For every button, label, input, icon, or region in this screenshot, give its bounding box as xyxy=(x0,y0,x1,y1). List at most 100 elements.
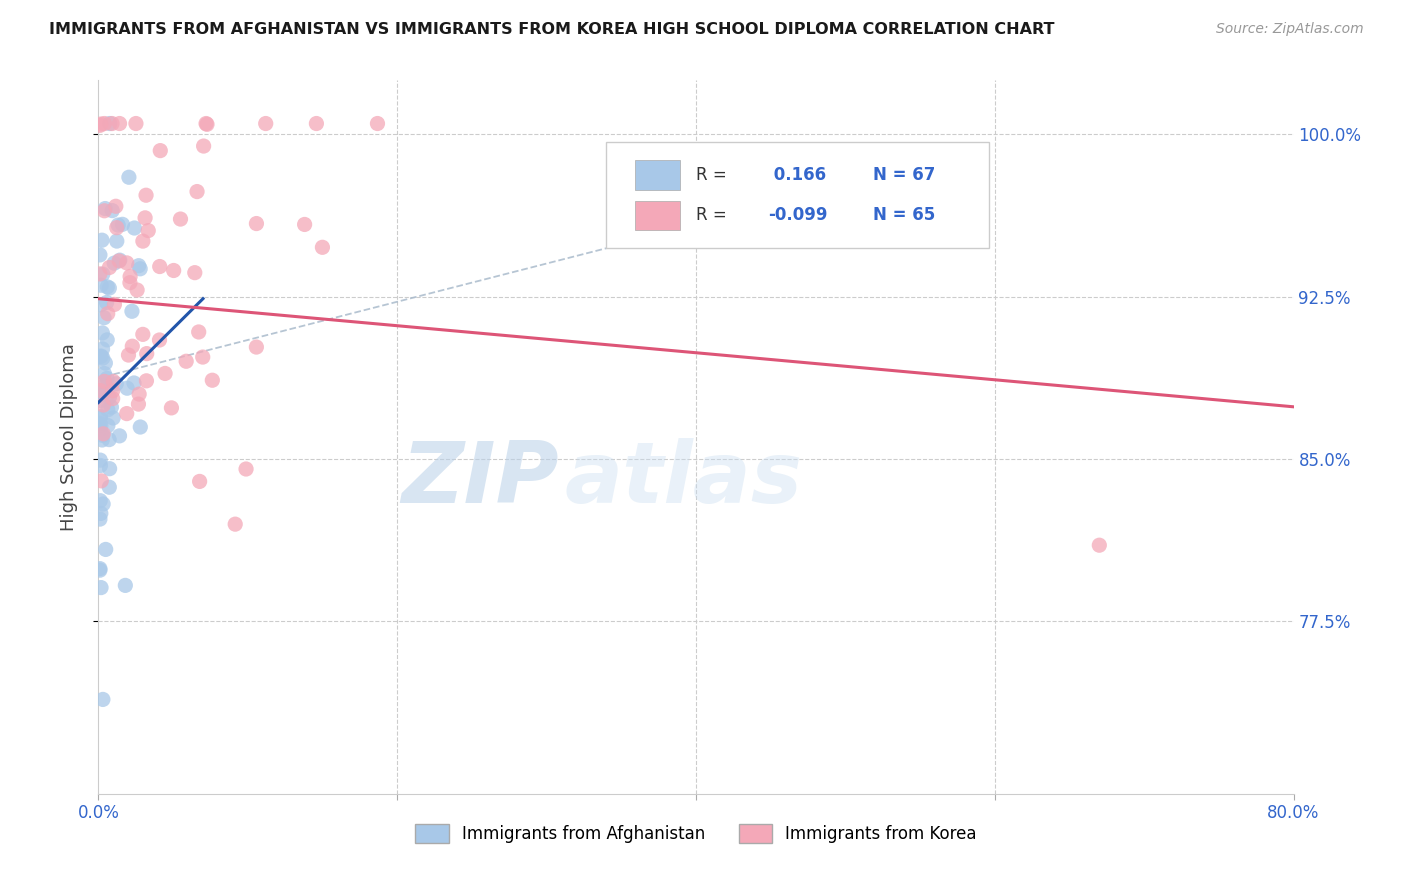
Point xyxy=(195,117,218,131)
Point xyxy=(98,390,121,404)
Point xyxy=(115,381,138,395)
Point xyxy=(93,310,115,325)
Point xyxy=(121,339,143,353)
Point xyxy=(101,116,124,130)
Point xyxy=(89,388,111,402)
Point xyxy=(91,351,114,365)
Point xyxy=(94,542,117,557)
Point xyxy=(89,119,111,133)
Point xyxy=(114,578,136,592)
Point xyxy=(89,563,111,577)
Point xyxy=(91,326,114,340)
Point xyxy=(148,333,170,347)
Point xyxy=(134,211,156,225)
Point xyxy=(94,202,117,216)
Point xyxy=(294,218,316,232)
Point xyxy=(90,581,112,595)
Text: R =: R = xyxy=(696,166,733,184)
Point xyxy=(91,426,114,441)
Point xyxy=(129,261,152,276)
Point xyxy=(105,376,128,391)
Point xyxy=(311,240,333,254)
Point xyxy=(132,234,155,248)
Point xyxy=(118,276,141,290)
Point xyxy=(193,139,215,153)
Text: R =: R = xyxy=(696,206,733,224)
Text: atlas: atlas xyxy=(565,438,803,522)
Point xyxy=(91,497,114,511)
Point xyxy=(96,280,118,294)
Point xyxy=(89,350,111,364)
Point xyxy=(89,453,111,467)
Point xyxy=(120,269,142,284)
Point xyxy=(108,429,131,443)
Point xyxy=(124,221,146,235)
Point xyxy=(101,392,124,406)
Point xyxy=(105,234,128,248)
Point xyxy=(254,116,277,130)
Point xyxy=(91,233,114,247)
Point xyxy=(89,248,111,262)
Point xyxy=(93,375,115,389)
Point xyxy=(107,218,129,232)
Point xyxy=(103,375,125,389)
Point xyxy=(305,116,328,130)
Point xyxy=(91,342,114,356)
Point xyxy=(135,188,157,202)
Point xyxy=(104,199,127,213)
Point xyxy=(191,350,214,364)
Y-axis label: High School Diploma: High School Diploma xyxy=(59,343,77,531)
Point xyxy=(108,254,131,268)
Point xyxy=(98,116,121,130)
Point xyxy=(187,325,209,339)
Text: IMMIGRANTS FROM AFGHANISTAN VS IMMIGRANTS FROM KOREA HIGH SCHOOL DIPLOMA CORRELA: IMMIGRANTS FROM AFGHANISTAN VS IMMIGRANT… xyxy=(49,22,1054,37)
Point xyxy=(132,327,155,342)
Point xyxy=(89,493,111,508)
Point xyxy=(122,376,145,390)
Point xyxy=(184,266,207,280)
Point xyxy=(153,367,176,381)
Point xyxy=(115,256,138,270)
Point xyxy=(136,224,159,238)
Point xyxy=(118,170,141,185)
Text: N = 65: N = 65 xyxy=(873,206,935,224)
Point xyxy=(90,117,112,131)
Point xyxy=(90,474,112,488)
Point xyxy=(98,480,121,494)
Point xyxy=(245,340,267,354)
Point xyxy=(89,417,111,431)
Point xyxy=(90,507,112,521)
FancyBboxPatch shape xyxy=(636,201,681,230)
Point xyxy=(93,116,115,130)
Point xyxy=(366,116,388,130)
Text: Source: ZipAtlas.com: Source: ZipAtlas.com xyxy=(1216,22,1364,37)
FancyBboxPatch shape xyxy=(636,161,681,190)
Legend: Immigrants from Afghanistan, Immigrants from Korea: Immigrants from Afghanistan, Immigrants … xyxy=(409,817,983,850)
Point xyxy=(96,295,118,310)
Text: -0.099: -0.099 xyxy=(768,206,827,224)
Point xyxy=(90,278,112,293)
Point xyxy=(188,475,211,489)
Point xyxy=(96,371,118,385)
Point xyxy=(174,354,197,368)
Point xyxy=(89,561,111,575)
Point xyxy=(135,346,157,360)
Point xyxy=(128,259,150,273)
Point xyxy=(160,401,183,415)
Point xyxy=(97,307,120,321)
Point xyxy=(89,458,111,473)
Point xyxy=(201,373,224,387)
Point xyxy=(108,253,131,268)
Point xyxy=(100,400,122,414)
Point xyxy=(91,692,114,706)
Point xyxy=(129,420,152,434)
Point xyxy=(235,462,257,476)
Point xyxy=(1088,538,1111,552)
Point xyxy=(103,297,125,311)
Point xyxy=(94,356,117,370)
Text: 0.166: 0.166 xyxy=(768,166,825,184)
Point xyxy=(89,267,111,281)
Point xyxy=(90,393,112,408)
Point xyxy=(90,349,112,363)
Point xyxy=(90,298,112,312)
